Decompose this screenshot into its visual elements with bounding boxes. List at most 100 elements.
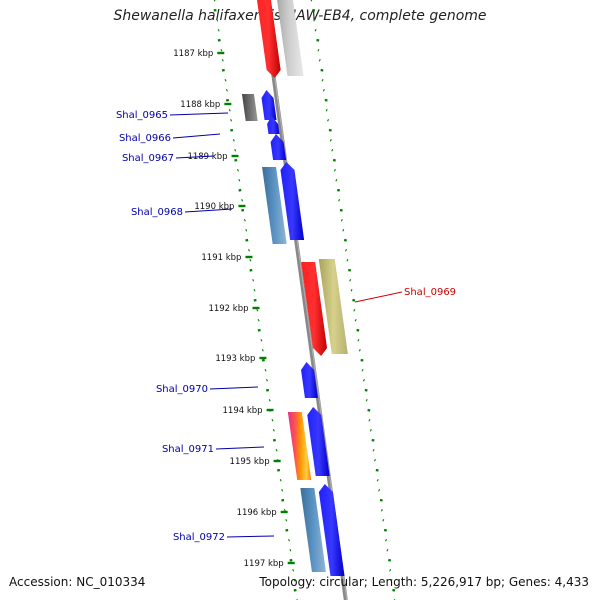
gc-skew-dot xyxy=(365,399,368,402)
gene-label-leader xyxy=(175,155,215,159)
gc-skew-dot xyxy=(234,149,237,152)
gc-skew-dot xyxy=(313,19,316,22)
gc-skew-dot xyxy=(217,38,221,42)
tick-label: 1191 kbp xyxy=(201,253,241,263)
tick-label: 1196 kbp xyxy=(237,508,277,518)
gc-skew-dot xyxy=(268,399,271,402)
gc-skew-dot xyxy=(288,539,291,542)
gc-skew-dot xyxy=(241,208,245,212)
gc-skew-dot xyxy=(213,8,217,12)
gene-label-leader xyxy=(354,291,403,303)
gc-skew-dot xyxy=(376,479,379,482)
gc-skew-dot xyxy=(321,79,324,82)
gene-label-leader xyxy=(184,208,233,213)
gc-skew-dot xyxy=(327,119,330,122)
forward-cds-feature xyxy=(318,484,345,576)
gc-skew-dot xyxy=(253,289,256,292)
gc-skew-dot xyxy=(337,188,341,192)
gc-skew-dot xyxy=(285,528,289,532)
gene-labels: Shal_0965 Shal_0966 Shal_0967 Shal_0968 Shal… xyxy=(116,110,456,543)
gc-skew-dot xyxy=(275,449,278,452)
gc-skew-dot xyxy=(272,429,275,432)
tick-label: 1197 kbp xyxy=(244,559,284,569)
gc-skew-dot xyxy=(385,539,388,542)
gc-skew-dot xyxy=(277,468,281,472)
gc-skew-dot xyxy=(261,358,265,362)
gc-skew-dot xyxy=(289,549,292,552)
gc-skew-dot xyxy=(369,429,372,432)
gene-label-leader xyxy=(209,386,259,390)
gc-skew-dot xyxy=(380,509,383,512)
gc-skew-dot xyxy=(357,339,360,342)
gc-skew-dot xyxy=(329,139,332,142)
gc-skew-dot xyxy=(353,309,356,312)
forward-cds-feature xyxy=(307,407,330,476)
gc-skew-dot xyxy=(392,588,396,592)
gc-skew-dot xyxy=(272,438,276,442)
gc-skew-dot xyxy=(310,0,313,2)
cog-category-feature xyxy=(300,488,326,572)
topology-text: Topology: circular; Length: 5,226,917 bp… xyxy=(259,575,589,589)
gc-skew-dot xyxy=(386,549,389,552)
gc-skew-dot xyxy=(356,328,360,332)
gc-skew-dot xyxy=(252,279,255,282)
gc-skew-dot xyxy=(383,528,387,532)
gc-skew-dot xyxy=(248,249,250,252)
gc-skew-dot xyxy=(220,49,223,52)
gc-skew-dot xyxy=(261,349,264,352)
gc-skew-dot xyxy=(364,388,368,392)
gc-skew-dot xyxy=(232,139,235,142)
gc-skew-dot xyxy=(317,49,320,52)
gc-skew-dot xyxy=(350,289,353,292)
gc-skew-dot xyxy=(340,219,343,222)
gene-label: Shal_0968 xyxy=(131,207,183,218)
gc-skew-dot xyxy=(249,268,253,272)
cog-category-feature xyxy=(262,167,287,244)
gc-skew-dot xyxy=(322,89,325,92)
accession-text: Accession: NC_010334 xyxy=(9,575,146,589)
gc-skew-dot xyxy=(332,158,336,162)
forward-cds-feature xyxy=(270,134,287,160)
gc-skew-dot xyxy=(225,98,230,102)
feature-track xyxy=(241,0,348,576)
gc-skew-dot xyxy=(257,319,260,322)
gc-skew-dot xyxy=(348,268,352,272)
gene-label: Shal_0967 xyxy=(122,153,174,164)
gc-skew-dot xyxy=(324,98,328,102)
gc-skew-dot xyxy=(285,519,288,522)
gc-skew-dot xyxy=(339,208,343,212)
gc-skew-dot xyxy=(230,128,234,132)
tick-label: 1190 kbp xyxy=(194,202,234,212)
gc-skew-dot xyxy=(234,158,238,162)
gc-skew-dot xyxy=(367,408,371,412)
gc-skew-dot xyxy=(388,558,392,562)
gc-skew-dot xyxy=(368,419,371,422)
tick-label: 1192 kbp xyxy=(208,304,248,314)
gc-skew-dot xyxy=(372,449,375,452)
reverse-cds-feature xyxy=(257,0,281,78)
gc-skew-dot xyxy=(352,298,356,302)
gc-skew-dot xyxy=(265,379,268,382)
gene-label: Shal_0970 xyxy=(156,384,208,395)
gc-skew-dot xyxy=(221,68,225,72)
gene-label-leader xyxy=(215,446,265,450)
gc-skew-dot xyxy=(283,509,286,512)
gc-skew-dot xyxy=(216,19,219,22)
gc-skew-dot xyxy=(343,238,347,242)
gc-skew-dot xyxy=(362,379,365,382)
gc-skew-dot xyxy=(245,229,248,232)
reverse-cds-feature xyxy=(301,262,328,356)
gc-skew-dot xyxy=(318,59,321,62)
gc-skew-dot xyxy=(314,29,317,32)
forward-cds-feature xyxy=(261,90,277,120)
gc-skew-dot xyxy=(257,328,261,332)
cog-category-feature xyxy=(241,94,258,121)
gc-skew-dot xyxy=(293,579,296,582)
gc-skew-dot xyxy=(230,119,233,122)
gc-skew-track xyxy=(213,0,396,600)
gc-skew-dot xyxy=(379,498,383,502)
gc-skew-dot xyxy=(253,298,257,302)
gc-skew-dot xyxy=(320,68,324,72)
genome-title: Shewanella halifaxensis HAW-EB4, complet… xyxy=(113,8,487,24)
